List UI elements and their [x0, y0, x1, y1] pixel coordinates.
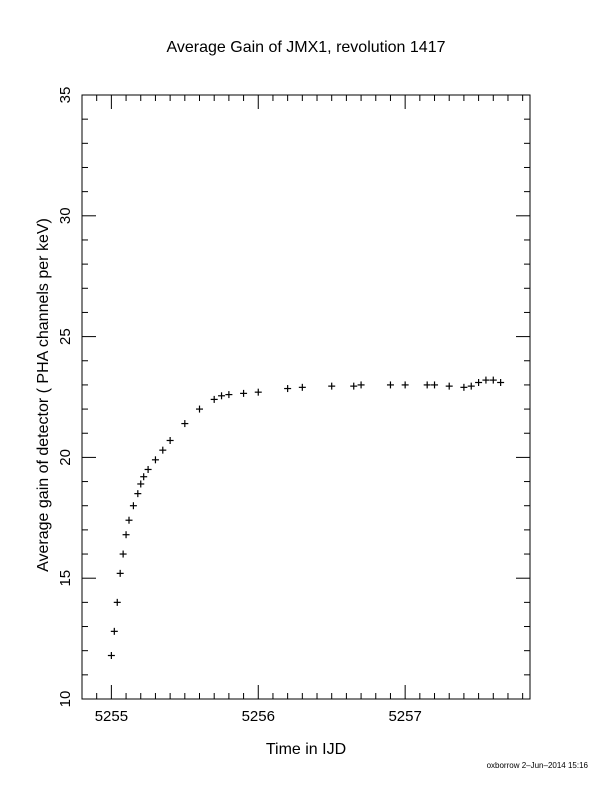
data-point [225, 391, 233, 399]
data-point [328, 382, 336, 390]
data-point [489, 376, 497, 384]
data-point [298, 383, 306, 391]
data-point [134, 490, 142, 498]
y-tick-label: 30 [57, 207, 74, 224]
data-point [475, 379, 483, 387]
data-point [110, 627, 118, 635]
x-axis-label: Time in IJD [266, 741, 346, 758]
data-point [113, 598, 121, 606]
data-point [445, 382, 453, 390]
data-point [125, 516, 133, 524]
data-point [254, 388, 262, 396]
data-point [196, 405, 204, 413]
data-point [116, 569, 124, 577]
y-axis-label: Average gain of detector ( PHA channels … [35, 218, 52, 572]
tick-labels: 5255 5256 5257 10 15 20 25 30 35 [57, 87, 422, 725]
data-point [401, 381, 409, 389]
data-point [386, 381, 394, 389]
data-point [482, 376, 490, 384]
y-tick-label: 10 [57, 691, 74, 708]
data-point [119, 550, 127, 558]
data-point [423, 381, 431, 389]
data-point [467, 382, 475, 390]
y-tick-label: 25 [57, 328, 74, 345]
data-point [357, 381, 365, 389]
data-point [140, 473, 148, 481]
data-point [122, 531, 130, 539]
data-point [159, 446, 167, 454]
data-point [350, 382, 358, 390]
footer-credit: oxborrow 2–Jun–2014 15:16 [487, 761, 589, 770]
data-point [497, 379, 505, 387]
y-tick-label: 35 [57, 87, 74, 104]
data-point [284, 385, 292, 393]
y-tick-label: 15 [57, 570, 74, 587]
y-tick-label: 20 [57, 449, 74, 466]
data-point [218, 392, 226, 400]
data-point [210, 395, 218, 403]
data-points [107, 376, 505, 660]
plot-frame [81, 94, 531, 700]
data-point [240, 389, 248, 397]
chart-title: Average Gain of JMX1, revolution 1417 [167, 39, 446, 56]
data-point [166, 436, 174, 444]
data-point [137, 480, 145, 488]
data-point [460, 383, 468, 391]
x-tick-label: 5255 [95, 708, 128, 725]
data-point [129, 502, 137, 510]
data-point [431, 381, 439, 389]
data-point [144, 465, 152, 473]
axis-ticks [81, 94, 530, 700]
x-tick-label: 5257 [388, 708, 421, 725]
data-point [107, 652, 115, 660]
data-point [181, 420, 189, 428]
data-point [151, 456, 159, 464]
x-tick-label: 5256 [242, 708, 275, 725]
